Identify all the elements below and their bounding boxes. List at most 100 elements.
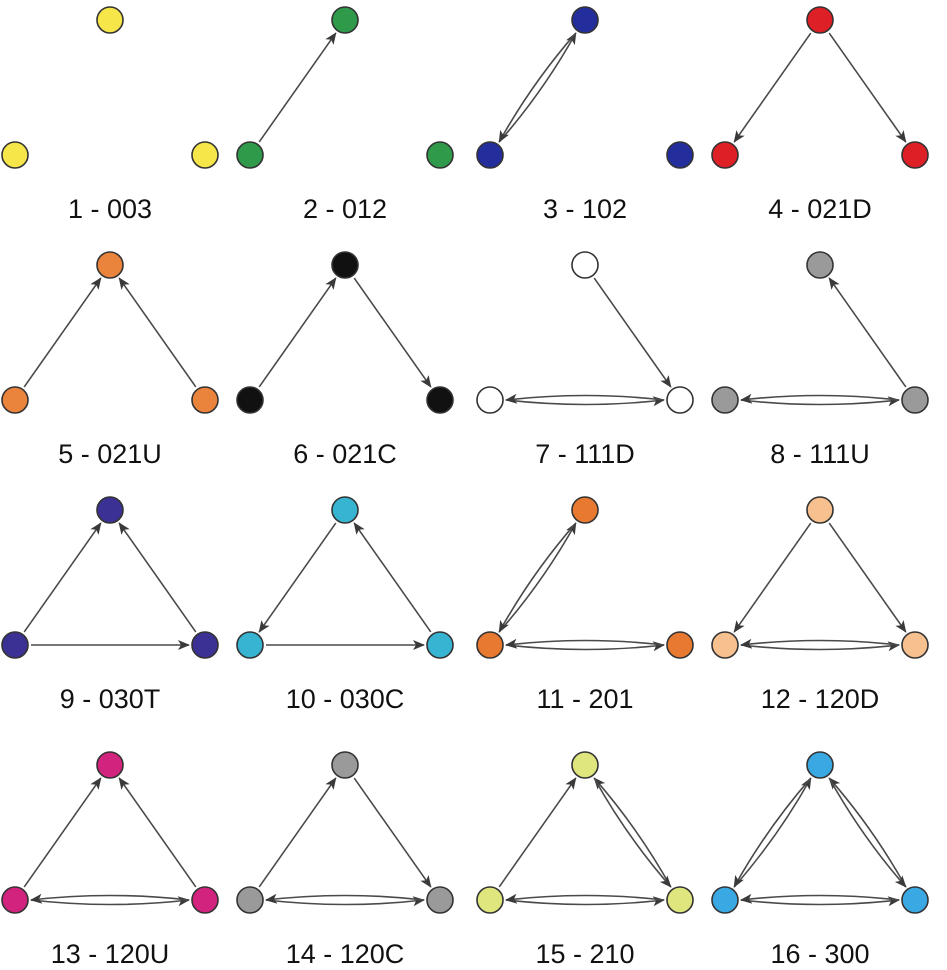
node-R <box>666 886 694 914</box>
node-L <box>711 631 739 659</box>
node-L <box>711 141 739 169</box>
edge-R-T <box>828 777 907 888</box>
node-L <box>236 141 264 169</box>
triad-panel-012: 2 - 012 <box>236 6 454 224</box>
node-L <box>236 631 264 659</box>
node-R <box>426 141 454 169</box>
node-L <box>1 631 29 659</box>
edge-T-L <box>733 32 812 143</box>
node-L <box>1 886 29 914</box>
edge-T-L <box>258 522 337 633</box>
node-R <box>666 386 694 414</box>
node-L <box>476 631 504 659</box>
edge-R-T <box>353 522 432 633</box>
edge-L-T <box>498 32 577 143</box>
triad-panel-021U: 5 - 021U <box>1 251 219 469</box>
node-L <box>1 386 29 414</box>
edge-T-L <box>498 32 577 143</box>
triad-panel-111D: 7 - 111D <box>476 251 694 469</box>
node-R <box>666 141 694 169</box>
edge-R-L <box>740 393 900 404</box>
node-L <box>476 386 504 414</box>
edge-L-R <box>265 896 425 907</box>
edge-T-L <box>733 522 812 633</box>
edge-L-R <box>740 896 900 907</box>
triad-label: 4 - 021D <box>768 194 872 224</box>
edge-L-R <box>505 396 665 407</box>
edge-L-R <box>740 641 900 652</box>
edge-T-L <box>498 522 577 633</box>
edge-L-T <box>23 522 102 633</box>
edge-L-T <box>23 777 102 888</box>
triad-panel-120D: 12 - 120D <box>711 496 929 714</box>
triad-label: 8 - 111U <box>770 439 870 469</box>
node-T <box>806 251 834 279</box>
node-R <box>191 631 219 659</box>
triad-label: 12 - 120D <box>761 684 880 714</box>
node-T <box>96 6 124 34</box>
edge-R-L <box>740 893 900 904</box>
triad-label: 13 - 120U <box>51 939 170 969</box>
node-R <box>191 886 219 914</box>
node-L <box>236 386 264 414</box>
node-R <box>901 141 929 169</box>
edge-T-R <box>353 777 432 888</box>
edge-R-T <box>118 777 197 888</box>
triad-panel-102: 3 - 102 <box>476 6 694 224</box>
triad-label: 9 - 030T <box>60 684 161 714</box>
edge-T-R <box>593 277 672 388</box>
triad-label: 1 - 003 <box>68 194 152 224</box>
edge-T-R <box>593 777 672 888</box>
node-T <box>571 496 599 524</box>
node-T <box>331 496 359 524</box>
node-T <box>806 6 834 34</box>
node-L <box>476 141 504 169</box>
node-L <box>476 886 504 914</box>
triad-panel-300: 16 - 300 <box>711 751 929 969</box>
edge-T-R <box>828 522 907 633</box>
node-L <box>711 886 739 914</box>
node-R <box>191 141 219 169</box>
node-T <box>331 751 359 779</box>
triad-label: 6 - 021C <box>293 439 397 469</box>
triad-label: 3 - 102 <box>543 194 627 224</box>
edge-R-L <box>265 893 425 904</box>
edge-L-T <box>258 777 337 888</box>
triad-panel-030C: 10 - 030C <box>236 496 454 714</box>
node-T <box>571 6 599 34</box>
node-T <box>96 751 124 779</box>
edge-R-L <box>30 893 190 904</box>
node-T <box>571 251 599 279</box>
triad-label: 15 - 210 <box>535 939 634 969</box>
edge-L-T <box>498 522 577 633</box>
edge-R-L <box>505 638 665 649</box>
node-T <box>331 251 359 279</box>
edge-L-R <box>740 396 900 407</box>
triad-label: 14 - 120C <box>286 939 405 969</box>
node-R <box>901 886 929 914</box>
edge-T-R <box>353 277 432 388</box>
edge-R-T <box>828 277 907 388</box>
triad-panel-021C: 6 - 021C <box>236 251 454 469</box>
triad-panel-030T: 9 - 030T <box>1 496 219 714</box>
edge-L-T <box>258 32 337 143</box>
triad-panel-021D: 4 - 021D <box>711 6 929 224</box>
triad-panel-003: 1 - 003 <box>1 6 219 224</box>
triad-label: 16 - 300 <box>770 939 869 969</box>
triad-label: 5 - 021U <box>58 439 162 469</box>
edge-R-T <box>118 522 197 633</box>
edge-T-R <box>828 32 907 143</box>
edge-L-T <box>498 777 577 888</box>
node-T <box>806 751 834 779</box>
node-L <box>711 386 739 414</box>
node-R <box>426 886 454 914</box>
edge-L-R <box>505 641 665 652</box>
node-R <box>426 631 454 659</box>
triad-panel-120U: 13 - 120U <box>1 751 219 969</box>
edge-L-T <box>23 277 102 388</box>
node-T <box>806 496 834 524</box>
triad-label: 10 - 030C <box>286 684 405 714</box>
node-R <box>901 631 929 659</box>
triad-panel-111U: 8 - 111U <box>711 251 929 469</box>
triad-panel-201: 11 - 201 <box>476 496 694 714</box>
